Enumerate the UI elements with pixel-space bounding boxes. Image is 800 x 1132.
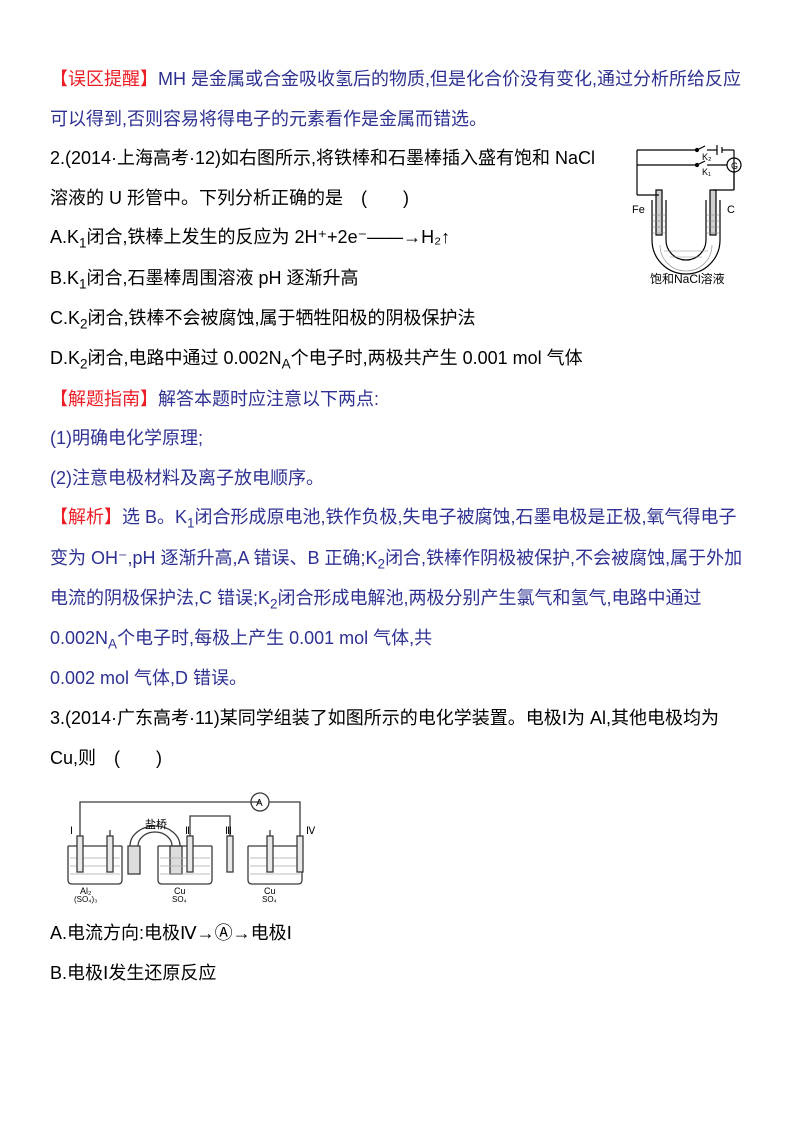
- electrochem-diagram: A 盐桥 Ⅰ Ⅱ Ⅲ Ⅳ: [50, 786, 750, 906]
- q2d-mid: 闭合,电路中通过 0.002N: [88, 348, 282, 368]
- q2-paren: ( ): [361, 188, 409, 208]
- a2-s2: 2: [378, 556, 386, 571]
- svg-text:Ⅲ: Ⅲ: [225, 826, 232, 837]
- svg-text:Ⅱ: Ⅱ: [185, 826, 190, 837]
- svg-text:K₁: K₁: [702, 167, 711, 177]
- u-tube-diagram: K₂ K₁ G Fe C 饱和: [622, 145, 750, 285]
- analysis2-b6: 0.002 mol 气体,D 错误。: [50, 659, 750, 699]
- a2-b5: 个电子时,每极上产生 0.001 mol 气体,共: [117, 628, 432, 648]
- q2a-pre: A.K: [50, 227, 79, 247]
- q2d-sub: 2: [80, 357, 88, 372]
- q2c-sub: 2: [80, 317, 88, 332]
- svg-text:饱和NaCl溶液: 饱和NaCl溶液: [650, 271, 725, 285]
- lead-text: 【误区提醒】: [50, 69, 158, 89]
- guide-p2: (2)注意电极材料及离子放电顺序。: [50, 459, 750, 499]
- q2d-pre: D.K: [50, 348, 80, 368]
- svg-text:C: C: [727, 204, 735, 216]
- svg-text:G: G: [731, 161, 738, 171]
- q2d-subA: A: [282, 357, 291, 372]
- svg-text:K₂: K₂: [702, 152, 712, 162]
- guide-p1: (1)明确电化学原理;: [50, 419, 750, 459]
- q2-optC: C.K2闭合,铁棒不会被腐蚀,属于牺牲阳极的阴极保护法: [50, 299, 750, 339]
- a2-s3: 2: [270, 596, 278, 611]
- svg-text:Ⅳ: Ⅳ: [306, 826, 316, 837]
- a2-b1: 选 B。K: [122, 507, 187, 527]
- q2c-pre: C.K: [50, 308, 80, 328]
- svg-text:A: A: [256, 798, 263, 809]
- guide-lead: 【解题指南】: [50, 389, 158, 409]
- q2b-rest: 闭合,石墨棒周围溶液 pH 逐渐升高: [87, 268, 359, 288]
- svg-text:Ⅰ: Ⅰ: [70, 826, 73, 837]
- q3-optA: A.电流方向:电极Ⅳ→Ⓐ→电极Ⅰ: [50, 914, 750, 954]
- q2-optD: D.K2闭合,电路中通过 0.002NA个电子时,两极共产生 0.001 mol…: [50, 339, 750, 379]
- q2c-rest: 闭合,铁棒不会被腐蚀,属于牺牲阳极的阴极保护法: [88, 308, 476, 328]
- q2b-pre: B.K: [50, 268, 79, 288]
- analysis2-lead: 【解析】: [50, 507, 122, 527]
- a2-s1: 1: [187, 516, 195, 531]
- wu-qu-ti-xing: 【误区提醒】MH 是金属或合金吸收氢后的物质,但是化合价没有变化,通过分析所给反…: [50, 60, 750, 139]
- svg-text:(SO₄)₃: (SO₄)₃: [74, 895, 97, 904]
- q2-stem-text: 2.(2014·上海高考·12)如右图所示,将铁棒和石墨棒插入盛有饱和 NaCl…: [50, 148, 595, 208]
- q3-stem: 3.(2014·广东高考·11)某同学组装了如图所示的电化学装置。电极Ⅰ为 Al…: [50, 699, 750, 778]
- q2d-end: 个电子时,两极共产生 0.001 mol 气体: [291, 348, 583, 368]
- svg-text:SO₄: SO₄: [262, 895, 277, 904]
- q2b-sub: 1: [79, 276, 87, 291]
- q2a-sub: 1: [79, 236, 87, 251]
- svg-text:盐桥: 盐桥: [145, 818, 167, 831]
- guide-lead-para: 【解题指南】解答本题时应注意以下两点:: [50, 380, 750, 420]
- q3-optB: B.电极Ⅰ发生还原反应: [50, 954, 750, 994]
- analysis2-para: 【解析】选 B。K1闭合形成原电池,铁作负极,失电子被腐蚀,石墨电极是正极,氧气…: [50, 498, 750, 659]
- q3-paren: ( ): [114, 748, 162, 768]
- guide-body: 解答本题时应注意以下两点:: [158, 389, 379, 409]
- a2-sA: A: [108, 637, 117, 652]
- svg-text:SO₄: SO₄: [172, 895, 187, 904]
- q2a-rest: 闭合,铁棒上发生的反应为 2H⁺+2e⁻——→H₂↑: [87, 227, 451, 247]
- svg-text:Fe: Fe: [632, 204, 645, 216]
